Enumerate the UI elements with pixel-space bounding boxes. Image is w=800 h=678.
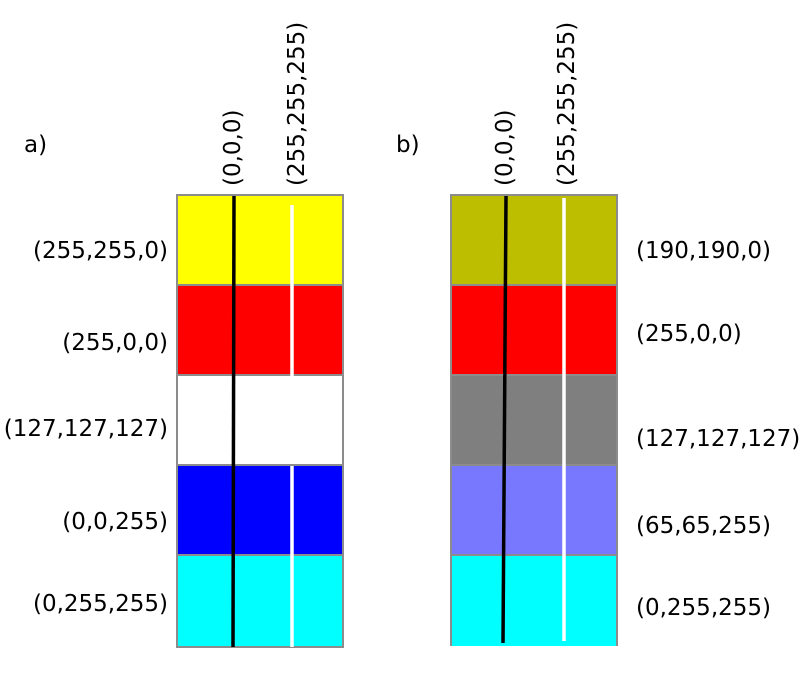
panel-a-swatch-red — [178, 286, 342, 376]
panel-a-swatch-yellow — [178, 196, 342, 286]
panel-a-row-label-5: (0,255,255) — [32, 591, 168, 617]
panel-b-row-label-1: (190,190,0) — [636, 238, 772, 264]
panel-a-row-label-3: (127,127,127) — [3, 416, 168, 442]
panel-a-column-label-black: (0,0,0) — [220, 109, 246, 186]
panel-a-swatch-cyan — [178, 556, 342, 646]
panel-a-row-label-2: (255,0,0) — [62, 330, 168, 356]
panel-b-row-label-2: (255,0,0) — [636, 321, 742, 347]
panel-b-swatch-red — [452, 286, 616, 376]
panel-b-swatch-cyan — [452, 556, 616, 646]
panel-b-row-label-3: (127,127,127) — [636, 426, 800, 452]
panel-b — [450, 194, 618, 646]
panel-a-label: a) — [24, 132, 48, 158]
panel-b-column-label-black: (0,0,0) — [492, 109, 518, 186]
panel-a-row-label-4: (0,0,255) — [62, 509, 168, 535]
panel-b-swatch-gray — [452, 376, 616, 466]
panel-a — [176, 194, 344, 648]
panel-b-row-label-5: (0,255,255) — [636, 595, 772, 621]
panel-b-swatch-light-blue — [452, 466, 616, 556]
panel-b-column-label-white: (255,255,255) — [554, 21, 580, 186]
panel-b-label: b) — [396, 132, 420, 158]
panel-b-swatch-olive — [452, 196, 616, 286]
panel-a-row-label-1: (255,255,0) — [32, 238, 168, 264]
panel-a-swatch-blue — [178, 466, 342, 556]
panel-a-column-label-white: (255,255,255) — [284, 21, 310, 186]
panel-a-swatch-white — [178, 376, 342, 466]
panel-b-row-label-4: (65,65,255) — [636, 513, 772, 539]
